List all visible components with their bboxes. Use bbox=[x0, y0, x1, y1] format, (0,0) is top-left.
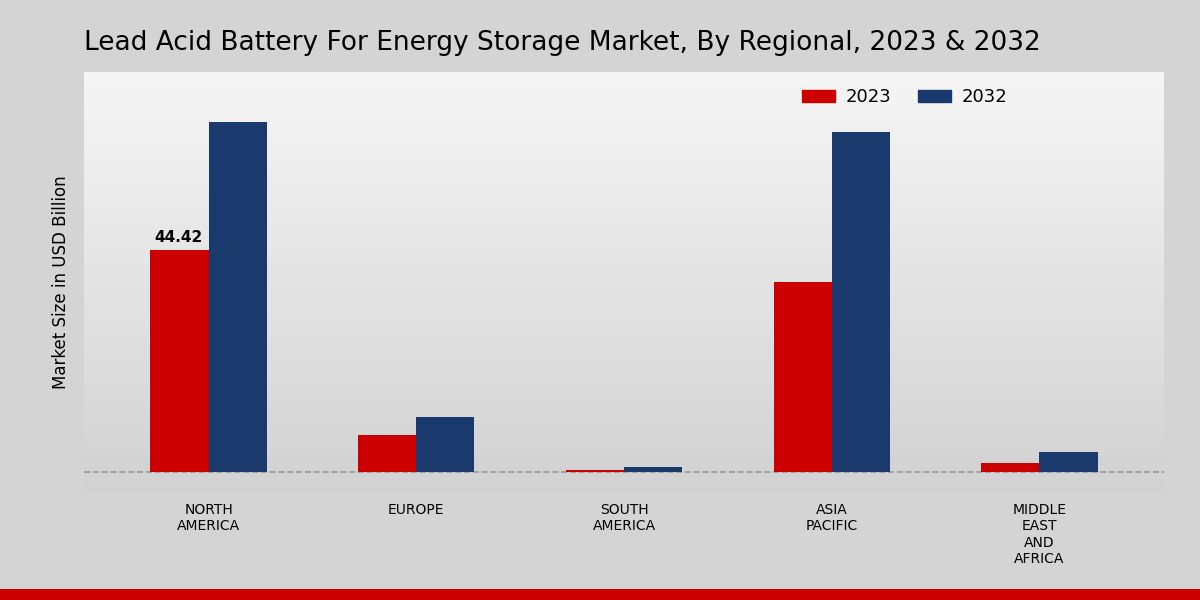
Bar bbox=[209, 122, 266, 472]
Bar bbox=[1039, 452, 1098, 472]
Bar bbox=[774, 282, 832, 472]
Text: Lead Acid Battery For Energy Storage Market, By Regional, 2023 & 2032: Lead Acid Battery For Energy Storage Mar… bbox=[84, 30, 1040, 56]
Y-axis label: Market Size in USD Billion: Market Size in USD Billion bbox=[52, 175, 70, 389]
Text: 44.42: 44.42 bbox=[155, 230, 203, 245]
Bar bbox=[624, 467, 682, 472]
Legend: 2023, 2032: 2023, 2032 bbox=[794, 81, 1014, 113]
Bar bbox=[566, 470, 624, 472]
Bar bbox=[832, 132, 890, 472]
Bar bbox=[150, 250, 209, 472]
Bar bbox=[416, 417, 474, 472]
Bar bbox=[982, 463, 1039, 472]
Bar bbox=[358, 434, 416, 472]
